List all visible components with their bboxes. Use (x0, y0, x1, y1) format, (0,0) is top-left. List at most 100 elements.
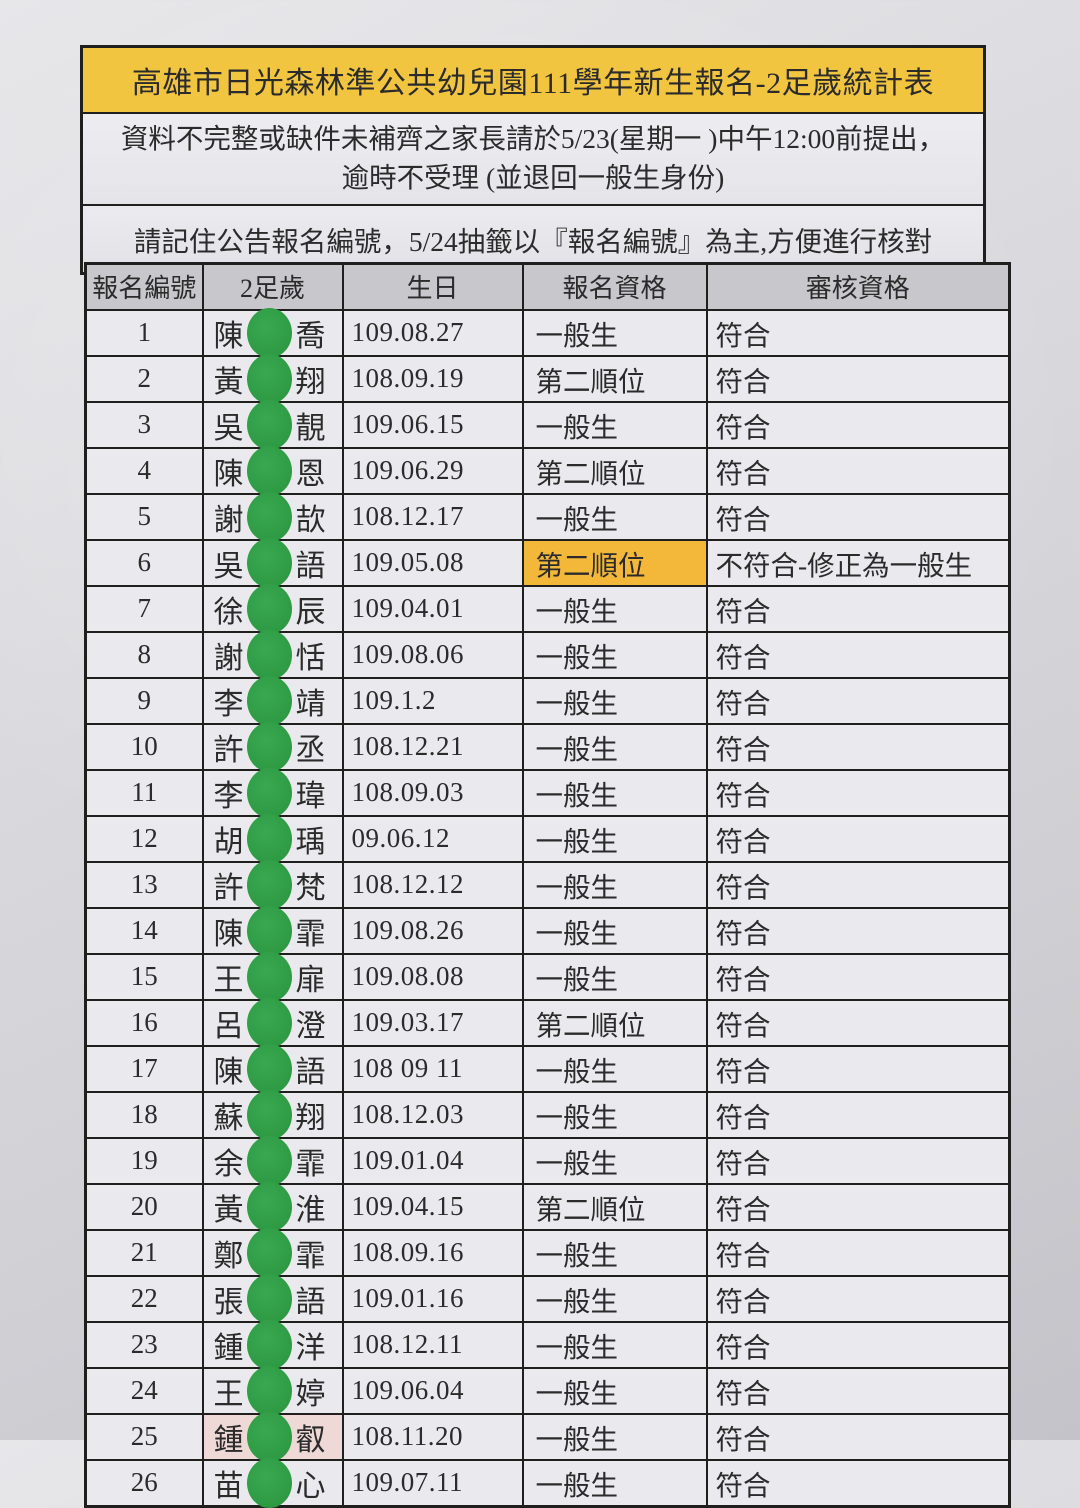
table-row: 2 黃翔 108.09.19 第二順位 符合 (84, 353, 1011, 404)
privacy-dot-icon (247, 583, 292, 634)
registration-number-cell: 6 (84, 538, 204, 587)
table-row: 23 鍾洋 108.12.11 一般生 符合 (84, 1319, 1011, 1370)
privacy-dot-icon (247, 1365, 292, 1416)
table-row: 15 王扉 109.08.08 一般生 符合 (84, 951, 1011, 1002)
review-result-cell: 符合 (705, 1320, 1011, 1369)
child-name: 陳恩 (214, 445, 326, 496)
birthday-cell: 109.01.04 (341, 1136, 524, 1185)
birthday-cell: 109.08.06 (341, 630, 524, 679)
given-name-text: 恩 (295, 457, 326, 491)
document-header: 高雄市日光森林準公共幼兒園111學年新生報名-2足歲統計表 資料不完整或缺件未補… (80, 45, 986, 276)
review-result-cell: 符合 (705, 814, 1011, 863)
given-name-text: 靚 (295, 411, 326, 445)
qualification-cell: 第二順位 (521, 354, 708, 403)
qualification-cell: 一般生 (521, 676, 708, 725)
review-result-cell: 符合 (705, 1044, 1011, 1093)
child-name-cell: 蘇翔 (201, 1089, 344, 1140)
child-name: 李瑋 (213, 767, 326, 818)
registration-number-cell: 13 (84, 860, 204, 909)
birthday-cell: 109.07.11 (341, 1458, 524, 1507)
registration-number-cell: 15 (84, 952, 204, 1001)
child-name-cell: 謝恬 (201, 629, 344, 680)
registration-number-cell: 24 (84, 1366, 204, 1415)
registration-number-cell: 20 (84, 1182, 204, 1231)
child-name: 胡瑀 (214, 813, 326, 864)
surname-text: 王 (213, 1377, 244, 1411)
table-row: 6 吳語 109.05.08 第二順位 不符合-修正為一般生 (84, 537, 1011, 588)
child-name-cell: 鍾洋 (201, 1319, 344, 1370)
registration-number-cell: 19 (84, 1136, 204, 1185)
privacy-dot-icon (247, 905, 292, 956)
table-row: 12 胡瑀 09.06.12 一般生 符合 (84, 813, 1011, 864)
birthday-cell: 109.1.2 (341, 676, 524, 725)
surname-text: 陳 (213, 1055, 244, 1089)
review-result-cell: 符合 (705, 860, 1011, 909)
birthday-cell: 109.08.26 (341, 906, 524, 955)
child-name: 王扉 (214, 951, 326, 1002)
table-header-row: 報名編號 2足歲 生日 報名資格 審核資格 (84, 262, 1011, 311)
registration-number-cell: 12 (84, 814, 204, 863)
surname-text: 鍾 (213, 1331, 244, 1365)
table-row: 14 陳霏 109.08.26 一般生 符合 (84, 905, 1011, 956)
registration-number-cell: 26 (84, 1458, 204, 1507)
registration-table-container: 報名編號 2足歲 生日 報名資格 審核資格 1 陳喬 109.08.27 一般生 符合 2… (84, 262, 1011, 1508)
surname-text: 黃 (213, 365, 244, 399)
privacy-dot-icon (247, 721, 292, 772)
child-name-cell: 陳霏 (201, 905, 344, 956)
privacy-dot-icon (247, 1089, 292, 1140)
child-name: 鄭霏 (214, 1227, 326, 1278)
birthday-cell: 108.09.03 (341, 768, 524, 817)
notice-line-2: 逾時不受理 (並退回一般生身份) (341, 162, 725, 194)
surname-text: 張 (213, 1285, 244, 1319)
given-name-text: 辰 (295, 595, 326, 629)
header-birthday: 生日 (341, 262, 524, 311)
registration-number-cell: 1 (84, 308, 204, 357)
qualification-cell: 一般生 (521, 1366, 708, 1415)
review-result-cell: 符合 (705, 1228, 1011, 1277)
qualification-cell: 一般生 (521, 860, 708, 909)
qualification-cell: 一般生 (521, 906, 708, 955)
child-name-cell: 徐辰 (201, 583, 344, 634)
child-name-cell: 苗心 (201, 1457, 344, 1508)
child-name-cell: 黃翔 (201, 353, 344, 404)
qualification-cell: 一般生 (521, 400, 708, 449)
review-result-cell: 符合 (705, 1182, 1011, 1231)
privacy-dot-icon (247, 491, 292, 542)
registration-number-cell: 9 (84, 676, 204, 725)
child-name-cell: 李瑋 (201, 767, 344, 818)
registration-number-cell: 5 (84, 492, 204, 541)
qualification-cell: 一般生 (521, 1274, 708, 1323)
qualification-cell: 一般生 (521, 630, 708, 679)
child-name-cell: 謝欯 (201, 491, 344, 542)
surname-text: 余 (213, 1147, 244, 1181)
child-name: 謝欯 (214, 491, 326, 542)
registration-number-cell: 25 (84, 1412, 204, 1461)
document-title-text: 高雄市日光森林準公共幼兒園111學年新生報名-2足歲統計表 (131, 67, 935, 100)
review-result-cell: 不符合-修正為一般生 (705, 538, 1011, 587)
privacy-dot-icon (247, 1457, 292, 1508)
registration-table-body: 1 陳喬 109.08.27 一般生 符合 2 黃翔 108.09.19 第二順位 符合 3 吳靚 10… (84, 307, 1011, 1508)
privacy-dot-icon (247, 353, 292, 404)
qualification-cell: 一般生 (521, 1136, 708, 1185)
child-name: 黃翔 (213, 353, 326, 404)
registration-number-cell: 22 (84, 1274, 204, 1323)
table-row: 3 吳靚 109.06.15 一般生 符合 (84, 399, 1011, 450)
qualification-cell: 一般生 (521, 1412, 708, 1461)
qualification-cell: 一般生 (521, 1090, 708, 1139)
table-row: 19 余霏 109.01.04 一般生 符合 (84, 1135, 1011, 1186)
privacy-dot-icon (247, 767, 292, 818)
surname-text: 蘇 (213, 1101, 244, 1135)
header-registration-number: 報名編號 (84, 262, 204, 311)
review-result-cell: 符合 (705, 1458, 1011, 1507)
qualification-cell: 一般生 (521, 768, 708, 817)
birthday-cell: 108.12.11 (341, 1320, 524, 1369)
surname-text: 李 (213, 779, 244, 813)
header-qualification: 報名資格 (521, 262, 708, 311)
privacy-dot-icon (247, 445, 292, 496)
privacy-dot-icon (247, 1319, 292, 1370)
given-name-text: 霏 (295, 1147, 326, 1181)
table-row: 4 陳恩 109.06.29 第二順位 符合 (84, 445, 1011, 496)
privacy-dot-icon (247, 1043, 292, 1094)
review-result-cell: 符合 (705, 998, 1011, 1047)
birthday-cell: 108.09.16 (341, 1228, 524, 1277)
